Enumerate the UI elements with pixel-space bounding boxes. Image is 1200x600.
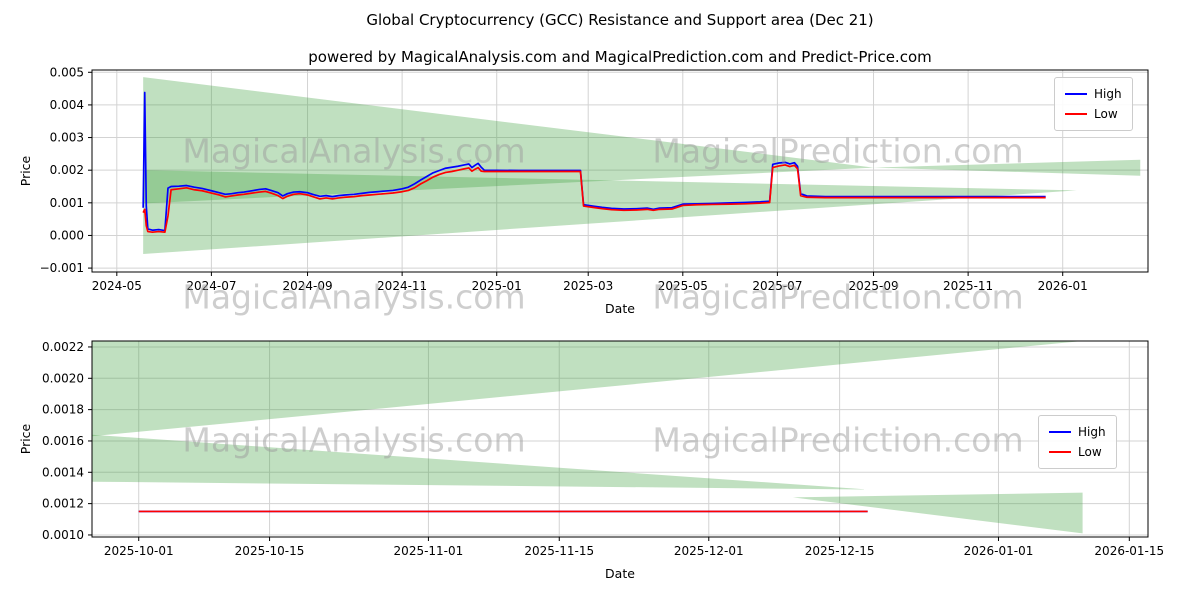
legend-item-high: High xyxy=(1065,84,1122,104)
x-tick-label: 2024-11 xyxy=(377,279,427,293)
x-tick-label: 2025-03 xyxy=(563,279,613,293)
x-tick-label: 2025-10-15 xyxy=(235,544,305,558)
high-line-swatch xyxy=(1049,431,1071,433)
legend-low-label: Low xyxy=(1078,445,1102,459)
y-tick-label: 0.0016 xyxy=(42,434,84,448)
x-tick-label: 2025-05 xyxy=(658,279,708,293)
low-line-swatch xyxy=(1049,451,1071,453)
y-tick-label: 0.005 xyxy=(50,65,84,79)
x-tick-label: 2024-07 xyxy=(186,279,236,293)
y-tick-label: 0.0020 xyxy=(42,371,84,385)
support-resistance-band xyxy=(873,159,1141,176)
x-tick-label: 2024-09 xyxy=(282,279,332,293)
high-series-line xyxy=(142,91,1046,232)
y-tick-label: 0.0010 xyxy=(42,528,84,542)
x-tick-label: 2026-01 xyxy=(1038,279,1088,293)
legend-top-chart: High Low xyxy=(1054,77,1133,131)
x-tick-label: 2025-12-01 xyxy=(674,544,744,558)
main-chart: 2024-05 2024-07 2024-09 2024-11 2025-01 2025-… xyxy=(18,65,1149,316)
x-tick-label: 2025-10-01 xyxy=(104,544,174,558)
y-tick-label: 0.004 xyxy=(50,98,84,112)
plot-area xyxy=(92,70,1148,272)
legend-item-high: High xyxy=(1049,422,1106,442)
x-tick-label: 2026-01-15 xyxy=(1094,544,1164,558)
low-series-line xyxy=(142,164,1046,234)
low-line-swatch xyxy=(1065,113,1087,115)
legend-low-label: Low xyxy=(1094,107,1118,121)
detail-chart: 2025-10-01 2025-10-15 2025-11-01 2025-11-15… xyxy=(18,340,1164,581)
support-resistance-band xyxy=(143,77,874,204)
x-axis-label: Date xyxy=(605,301,635,316)
page-subtitle: powered by MagicalAnalysis.com and Magic… xyxy=(308,48,932,66)
x-tick-label: 2024-05 xyxy=(92,279,142,293)
y-tick-label: 0.001 xyxy=(50,196,84,210)
x-tick-label: 2025-11-15 xyxy=(524,544,594,558)
y-tick-label: 0.002 xyxy=(50,163,84,177)
x-axis-label: Date xyxy=(605,566,635,581)
y-axis-label: Price xyxy=(18,155,33,186)
support-resistance-band xyxy=(92,434,868,490)
x-tick-label: 2025-01 xyxy=(472,279,522,293)
legend-bottom-chart: High Low xyxy=(1038,415,1117,469)
x-tick-label: 2026-01-01 xyxy=(964,544,1034,558)
legend-item-low: Low xyxy=(1065,104,1122,124)
x-tick-label: 2025-12-15 xyxy=(805,544,875,558)
y-tick-label: 0.0014 xyxy=(42,465,84,479)
support-resistance-band xyxy=(792,492,1083,534)
legend-high-label: High xyxy=(1078,425,1106,439)
y-tick-label: 0.0018 xyxy=(42,403,84,417)
plot-border xyxy=(91,340,1149,538)
x-tick-label: 2025-09 xyxy=(848,279,898,293)
page-title: Global Cryptocurrency (GCC) Resistance a… xyxy=(366,11,874,29)
plot-area xyxy=(92,341,1148,537)
y-tick-label: 0.003 xyxy=(50,131,84,145)
y-tick-label: 0.0012 xyxy=(42,497,84,511)
high-line-swatch xyxy=(1065,93,1087,95)
support-resistance-band xyxy=(92,341,1083,437)
y-tick-label: 0.0022 xyxy=(42,340,84,354)
y-tick-label: 0.000 xyxy=(50,228,84,242)
x-tick-label: 2025-07 xyxy=(752,279,802,293)
x-tick-label: 2025-11-01 xyxy=(394,544,464,558)
legend-high-label: High xyxy=(1094,87,1122,101)
plot-border xyxy=(91,69,1149,273)
y-tick-label: −0.001 xyxy=(40,261,84,275)
x-tick-label: 2025-11 xyxy=(943,279,993,293)
legend-item-low: Low xyxy=(1049,442,1106,462)
y-axis-label: Price xyxy=(18,423,33,454)
